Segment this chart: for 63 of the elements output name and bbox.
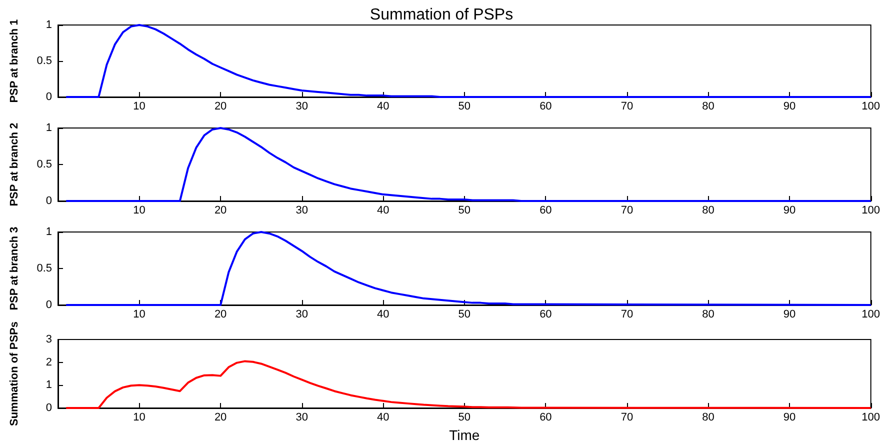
x-tick-label: 100 bbox=[862, 412, 880, 424]
x-tick-label: 90 bbox=[783, 204, 796, 216]
x-tick-label: 80 bbox=[702, 204, 714, 216]
y-tick-label: 0 bbox=[46, 402, 52, 414]
x-tick-label: 20 bbox=[214, 100, 227, 112]
x-tick-label: 50 bbox=[458, 412, 471, 424]
x-tick-label: 20 bbox=[214, 412, 227, 424]
x-tick-label: 10 bbox=[133, 100, 146, 112]
x-tick-label: 70 bbox=[620, 308, 634, 320]
x-tick-label: 50 bbox=[458, 204, 471, 216]
x-tick-label: 90 bbox=[783, 412, 796, 424]
x-tick-label: 60 bbox=[540, 308, 552, 320]
x-tick-label: 70 bbox=[620, 100, 634, 112]
x-tick-label: 100 bbox=[862, 100, 880, 112]
y-axis-title: Summation of PSPs bbox=[8, 321, 20, 426]
line-series bbox=[65, 360, 872, 409]
line-series bbox=[65, 127, 872, 202]
line-series bbox=[65, 231, 872, 306]
x-tick-label: 50 bbox=[458, 100, 471, 112]
x-axis-title: Time bbox=[449, 427, 480, 443]
x-tick-label: 10 bbox=[133, 412, 146, 424]
x-tick-label: 60 bbox=[540, 204, 552, 216]
line-series bbox=[65, 24, 872, 98]
x-tick-label: 30 bbox=[296, 412, 308, 424]
y-tick-label: 0.5 bbox=[36, 262, 52, 274]
y-tick-label: 0 bbox=[46, 91, 52, 103]
y-tick-label: 0.5 bbox=[36, 55, 52, 67]
y-axis-title: PSP at branch 1 bbox=[8, 19, 20, 103]
x-tick-label: 30 bbox=[296, 308, 308, 320]
x-tick-label: 40 bbox=[377, 100, 390, 112]
x-tick-label: 10 bbox=[133, 308, 146, 320]
x-tick-label: 70 bbox=[620, 204, 634, 216]
y-tick-label: 1 bbox=[46, 379, 52, 392]
y-tick-label: 0 bbox=[46, 195, 52, 207]
y-tick-label: 2 bbox=[46, 356, 52, 368]
y-tick-label: 1 bbox=[46, 226, 52, 238]
x-tick-label: 60 bbox=[540, 412, 552, 424]
y-tick-label: 0.5 bbox=[36, 158, 52, 170]
x-tick-label: 60 bbox=[540, 100, 552, 112]
x-tick-label: 40 bbox=[377, 308, 390, 320]
x-tick-label: 100 bbox=[862, 204, 880, 216]
chart-title: Summation of PSPs bbox=[370, 6, 514, 24]
x-tick-label: 20 bbox=[214, 308, 227, 320]
y-tick-label: 1 bbox=[46, 19, 52, 31]
y-tick-label: 3 bbox=[46, 334, 52, 346]
x-tick-label: 40 bbox=[377, 412, 390, 424]
x-tick-label: 100 bbox=[862, 308, 880, 320]
x-tick-label: 20 bbox=[214, 204, 227, 216]
y-axis-title: PSP at branch 2 bbox=[8, 122, 20, 206]
x-tick-label: 90 bbox=[783, 308, 796, 320]
x-tick-label: 90 bbox=[783, 100, 796, 112]
y-tick-label: 0 bbox=[46, 299, 52, 311]
x-tick-label: 80 bbox=[702, 308, 714, 320]
x-tick-label: 30 bbox=[296, 204, 308, 216]
x-tick-label: 10 bbox=[133, 204, 146, 216]
x-tick-label: 40 bbox=[377, 204, 390, 216]
x-tick-label: 30 bbox=[296, 100, 308, 112]
x-tick-label: 80 bbox=[702, 100, 714, 112]
x-tick-label: 50 bbox=[458, 308, 471, 320]
y-axis-title: PSP at branch 3 bbox=[8, 226, 20, 310]
x-tick-label: 70 bbox=[620, 412, 634, 424]
y-tick-label: 1 bbox=[46, 122, 52, 134]
x-tick-label: 80 bbox=[702, 412, 714, 424]
